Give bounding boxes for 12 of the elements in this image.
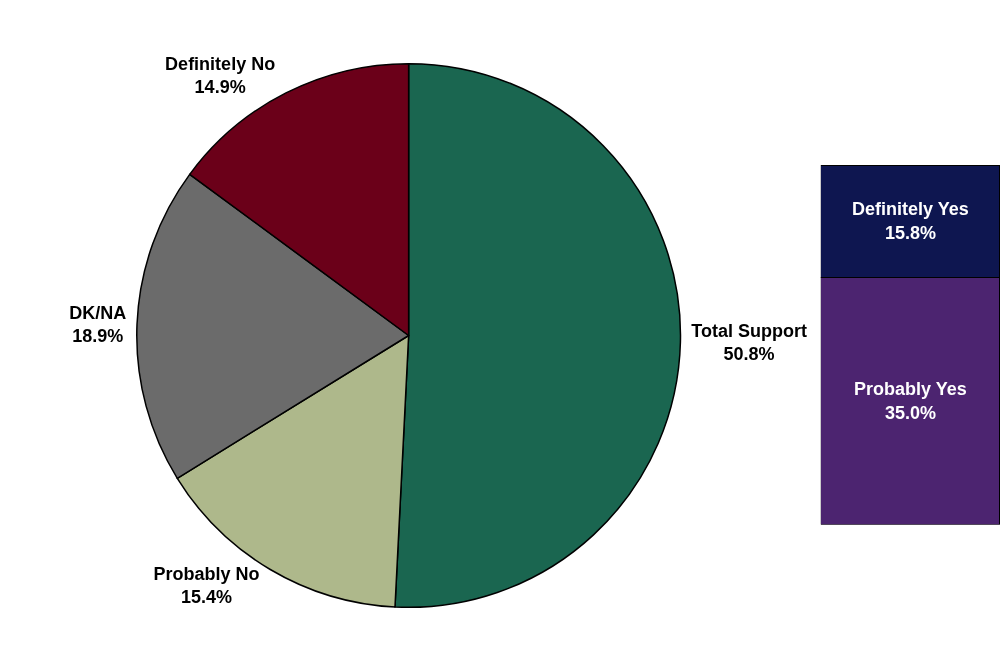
- slice-label: DK/NA: [69, 302, 127, 323]
- slice-label: Probably No: [153, 563, 260, 584]
- slice-label: Total Support: [691, 320, 807, 341]
- data-label: 14.9%: [194, 77, 246, 98]
- data-label: 35.0%: [884, 402, 936, 423]
- series-label: Definitely Yes: [852, 199, 969, 220]
- data-label: 15.4%: [180, 587, 232, 608]
- data-label: 18.9%: [72, 326, 124, 347]
- data-label: 15.8%: [884, 222, 936, 243]
- slice-label: Definitely No: [165, 53, 276, 74]
- series-label: Probably Yes: [854, 379, 967, 400]
- data-label: 50.8%: [723, 344, 775, 365]
